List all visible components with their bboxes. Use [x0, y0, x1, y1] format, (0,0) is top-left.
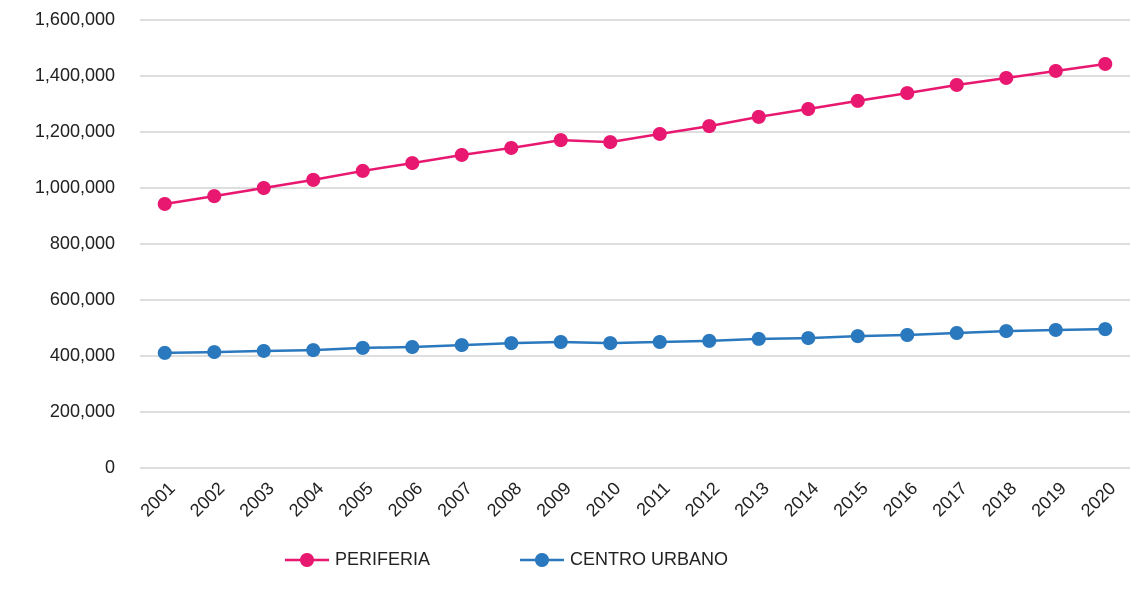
data-point — [1048, 63, 1063, 78]
x-tick-label: 2002 — [186, 478, 228, 520]
data-point — [1048, 322, 1063, 337]
data-point — [652, 335, 667, 349]
x-tick-label: 2004 — [285, 478, 327, 520]
data-point — [949, 77, 964, 92]
data-point — [207, 345, 222, 360]
data-point — [603, 336, 618, 351]
x-tick-label: 2009 — [532, 478, 574, 520]
x-tick-label: 2006 — [384, 478, 426, 520]
x-tick-label: 2014 — [780, 478, 822, 520]
x-tick-label: 2015 — [829, 478, 871, 520]
data-point — [355, 163, 370, 178]
data-point — [652, 126, 667, 141]
data-point — [405, 340, 420, 355]
data-point — [900, 86, 915, 101]
x-tick-label: 2016 — [879, 478, 921, 520]
series-line — [164, 327, 1106, 355]
x-tick-label: 2007 — [433, 478, 475, 520]
legend-marker — [300, 553, 314, 567]
legend-marker — [535, 553, 549, 567]
x-tick-label: 2001 — [136, 478, 178, 520]
x-tick-label: 2005 — [334, 478, 376, 520]
data-point — [850, 93, 865, 108]
y-tick-label: 400,000 — [50, 345, 115, 365]
data-point — [157, 345, 172, 360]
x-tick-label: 2013 — [730, 478, 772, 520]
x-tick-label: 2019 — [1027, 478, 1069, 520]
data-point — [355, 340, 370, 355]
legend-label: CENTRO URBANO — [570, 549, 728, 569]
series-line — [164, 62, 1106, 206]
data-point — [702, 119, 717, 134]
x-tick-label: 2003 — [235, 478, 277, 520]
x-tick-label: 2010 — [582, 478, 624, 520]
y-tick-label: 1,200,000 — [35, 121, 115, 141]
data-point — [256, 181, 271, 195]
data-point — [801, 331, 816, 346]
y-tick-label: 600,000 — [50, 289, 115, 309]
data-point — [900, 328, 915, 342]
x-tick-label: 2012 — [681, 478, 723, 520]
data-point — [306, 172, 321, 187]
data-point — [454, 147, 469, 162]
data-point — [1098, 56, 1113, 71]
data-point — [801, 102, 816, 117]
data-point — [157, 196, 172, 211]
data-point — [702, 333, 717, 348]
data-point — [751, 109, 766, 124]
x-tick-label: 2020 — [1077, 478, 1119, 520]
y-tick-label: 1,600,000 — [35, 9, 115, 29]
data-point — [999, 324, 1014, 339]
data-point — [207, 189, 222, 204]
data-point — [751, 331, 766, 346]
data-point — [553, 335, 568, 349]
data-point — [306, 343, 321, 358]
data-point — [850, 329, 865, 344]
legend-label: PERIFERIA — [335, 549, 430, 569]
y-tick-label: 800,000 — [50, 233, 115, 253]
x-tick-label: 2018 — [978, 478, 1020, 520]
data-point — [504, 140, 519, 155]
data-point — [553, 133, 568, 148]
y-tick-label: 200,000 — [50, 401, 115, 421]
x-tick-label: 2011 — [632, 478, 674, 520]
data-point — [603, 135, 618, 150]
data-point — [504, 336, 519, 351]
x-tick-label: 2017 — [928, 478, 970, 520]
data-point — [454, 338, 469, 353]
data-point — [949, 326, 964, 341]
data-point — [1098, 322, 1113, 337]
y-tick-label: 1,400,000 — [35, 65, 115, 85]
data-point — [999, 70, 1014, 85]
data-point — [405, 156, 420, 171]
y-tick-label: 0 — [105, 457, 115, 477]
x-tick-label: 2008 — [483, 478, 525, 520]
data-point — [256, 343, 271, 358]
y-tick-label: 1,000,000 — [35, 177, 115, 197]
